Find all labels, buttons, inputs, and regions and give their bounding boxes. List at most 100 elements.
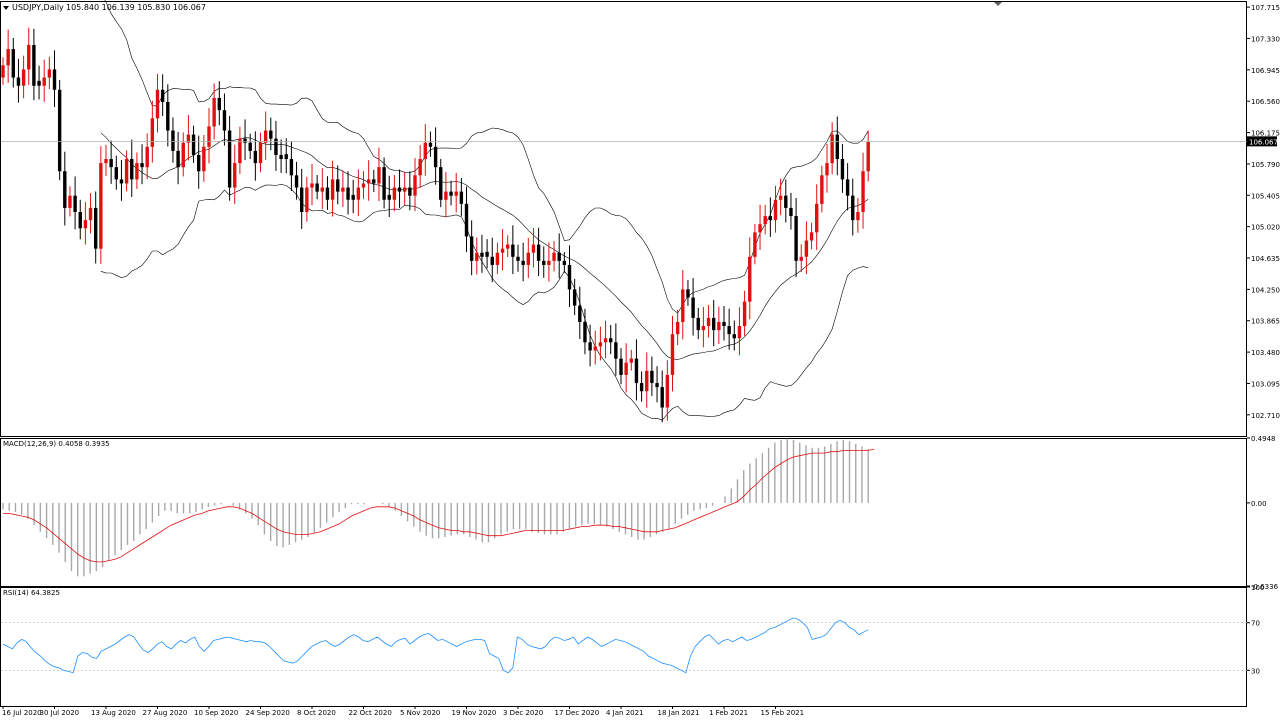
candle <box>861 152 865 229</box>
candle <box>418 145 422 188</box>
price-tick-label: 102.710 <box>1251 412 1280 420</box>
candle <box>408 171 412 211</box>
candle <box>207 108 211 164</box>
candle <box>423 124 427 176</box>
candle <box>372 169 376 193</box>
candle <box>820 165 824 213</box>
candle <box>840 144 845 193</box>
macd-title: MACD(12,26,9) 0.4058 0.3935 <box>3 440 110 448</box>
candle <box>238 126 242 174</box>
time-tick-label: 3 Dec 2020 <box>503 709 543 717</box>
candle <box>356 169 361 217</box>
time-tick-label: 30 Jul 2020 <box>40 709 80 717</box>
candle <box>377 147 381 202</box>
candle <box>500 229 505 271</box>
rsi-tick-label: 30 <box>1251 667 1260 675</box>
candle <box>269 117 273 151</box>
candle <box>732 320 736 351</box>
candle <box>804 221 809 275</box>
candle <box>176 131 180 185</box>
candle <box>413 158 417 212</box>
candle <box>186 115 191 161</box>
candle <box>789 192 793 230</box>
candle <box>166 84 170 147</box>
rsi-title: RSI(14) 64.3825 <box>3 589 60 597</box>
time-tick-label: 17 Dec 2020 <box>555 709 600 717</box>
candle <box>16 58 21 103</box>
candle <box>784 179 788 223</box>
candle <box>217 81 221 126</box>
candle <box>439 158 443 208</box>
candle <box>851 178 855 236</box>
candle <box>655 366 659 403</box>
price-tick-label: 106.945 <box>1251 67 1280 75</box>
candle <box>557 233 561 279</box>
price-tick-label: 105.790 <box>1251 161 1280 169</box>
candle <box>665 360 670 421</box>
candle <box>366 160 371 201</box>
candle <box>310 163 314 206</box>
candle <box>567 245 572 307</box>
candle <box>593 330 597 365</box>
candle <box>150 100 155 163</box>
candle <box>809 222 814 250</box>
candle <box>603 320 608 359</box>
time-tick-label: 4 Jan 2021 <box>606 709 644 717</box>
candle <box>650 356 654 396</box>
candle <box>737 307 742 356</box>
candle <box>475 237 479 275</box>
candle <box>459 177 464 217</box>
macd-tick-label: 0.4948 <box>1251 435 1276 443</box>
macd-pane: 0.4948 0.00 -0.6336 <box>0 435 1279 591</box>
macd-tick-label: 0.00 <box>1251 500 1267 508</box>
candle <box>598 326 603 361</box>
price-pane: 107.715 107.330 106.945 106.560 106.175 105.7… <box>0 0 1280 437</box>
symbol-dropdown-icon[interactable] <box>3 6 9 10</box>
candle <box>212 83 216 140</box>
candle <box>521 242 525 282</box>
candle <box>773 185 778 233</box>
time-tick-label: 18 Jan 2021 <box>658 709 700 717</box>
rsi-line <box>2 617 869 674</box>
candle <box>830 122 834 175</box>
chart-shift-icon[interactable] <box>994 2 1002 6</box>
candle <box>768 197 773 237</box>
candle <box>753 224 757 265</box>
price-frame <box>0 1 1247 437</box>
candle <box>856 197 860 233</box>
candle <box>469 220 474 276</box>
candle <box>104 144 108 176</box>
candle <box>160 74 165 117</box>
candle <box>403 172 407 206</box>
time-tick-label: 24 Sep 2020 <box>246 709 290 717</box>
candle <box>325 176 330 210</box>
candle <box>1 57 5 85</box>
time-tick-label: 10 Sep 2020 <box>194 709 238 717</box>
candle <box>119 160 124 201</box>
candle <box>233 144 237 205</box>
time-tick-label: 13 Aug 2020 <box>91 709 136 717</box>
candle <box>279 139 283 173</box>
candle <box>397 169 402 208</box>
time-tick-label: 27 Aug 2020 <box>143 709 188 717</box>
candle <box>464 186 469 253</box>
candle <box>845 163 850 211</box>
bollinger-lower-band <box>100 183 869 421</box>
candle <box>47 56 52 89</box>
candle <box>341 170 345 207</box>
candle <box>94 191 98 264</box>
candle <box>315 175 319 200</box>
time-tick-label: 1 Feb 2021 <box>709 709 748 717</box>
candle <box>52 50 57 107</box>
candle <box>289 141 294 192</box>
candle <box>696 307 700 340</box>
candle <box>392 175 397 212</box>
candle <box>274 120 278 171</box>
candle <box>83 201 88 245</box>
rsi-frame <box>0 587 1247 707</box>
candle <box>243 119 247 161</box>
price-tick-label: 103.480 <box>1251 349 1280 357</box>
candle <box>222 93 227 146</box>
price-tick-label: 107.330 <box>1251 35 1280 43</box>
